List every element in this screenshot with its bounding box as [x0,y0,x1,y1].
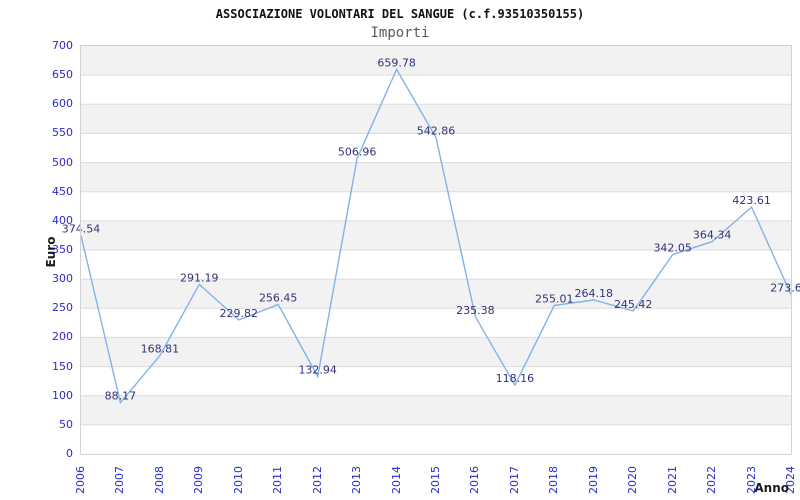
data-label: 659.78 [377,56,416,69]
y-tick-label: 300 [52,272,73,286]
data-label: 168.81 [141,343,180,356]
x-tick-label: 2015 [429,466,442,494]
plot-band [81,46,791,76]
chart-title: ASSOCIAZIONE VOLONTARI DEL SANGUE (c.f.9… [215,7,585,21]
y-tick-label: 500 [52,155,73,169]
x-tick-label: 2019 [586,466,600,494]
data-label: 235.38 [456,304,495,317]
plot-band [81,191,791,221]
plot-band [81,366,791,396]
data-label: 542.86 [417,125,456,138]
y-tick-label: 200 [52,330,73,344]
x-tick-label: 2014 [389,466,403,494]
data-label: 506.96 [338,146,377,159]
data-label: 374.54 [62,223,101,236]
y-tick-label: 400 [52,213,73,227]
data-label: 364.34 [693,229,732,242]
x-tick-label: 2017 [507,466,521,494]
plot-area: 374.54 88.17 168.81 291.19 229.82 256.45 132.9… [62,45,800,455]
plot-band [81,424,791,454]
x-tick-label: 2021 [665,466,679,494]
chart-subtitle: Importi [370,25,430,41]
data-label: 132.94 [298,364,337,377]
x-tick-label: 2018 [547,466,561,494]
y-tick-label: 450 [52,184,73,198]
x-tick-label: 2011 [271,466,285,494]
y-tick-label: 650 [52,68,73,82]
data-label: 273.6 [770,282,800,295]
data-label: 256.45 [259,292,298,305]
y-tick-label: 0 [66,447,73,460]
data-label: 342.05 [653,242,692,255]
plot-band [81,337,791,367]
data-label: 291.19 [180,271,219,284]
x-tick-label: 2009 [192,466,206,494]
y-tick-label: 50 [59,417,73,431]
y-tick-label: 250 [52,301,73,315]
data-label: 264.18 [575,287,614,300]
data-label: 118.16 [496,372,535,385]
x-tick-label: 2016 [468,466,482,494]
data-label: 423.61 [732,194,771,207]
x-tick-label: 2022 [705,466,719,494]
plot-band [81,104,791,134]
y-tick-label: 150 [52,359,73,373]
data-label: 255.01 [535,292,574,305]
y-tick-label: 600 [52,97,73,111]
plot-band [81,162,791,192]
x-tick-label: 2020 [626,466,640,494]
plot-band [81,75,791,105]
plot-band [81,395,791,425]
x-tick-label: 2013 [350,466,364,494]
x-tick-label: 2006 [74,466,87,494]
y-tick-label: 350 [52,243,73,256]
x-tick-label: 2008 [152,466,166,494]
plot-band [81,220,791,250]
plot-band [81,308,791,338]
x-tick-label: 2007 [113,466,127,494]
line-series [80,67,792,405]
data-label: 229.82 [220,307,258,320]
data-label: 88.17 [105,390,136,403]
y-tick-label: 100 [52,388,73,402]
y-tick-label: 700 [52,39,73,52]
x-tick-label: 2012 [310,466,324,494]
x-tick-label: 2010 [231,466,245,494]
data-label: 245.42 [614,298,653,311]
x-axis-title: Anno [754,481,789,495]
y-tick-label: 550 [52,126,73,140]
